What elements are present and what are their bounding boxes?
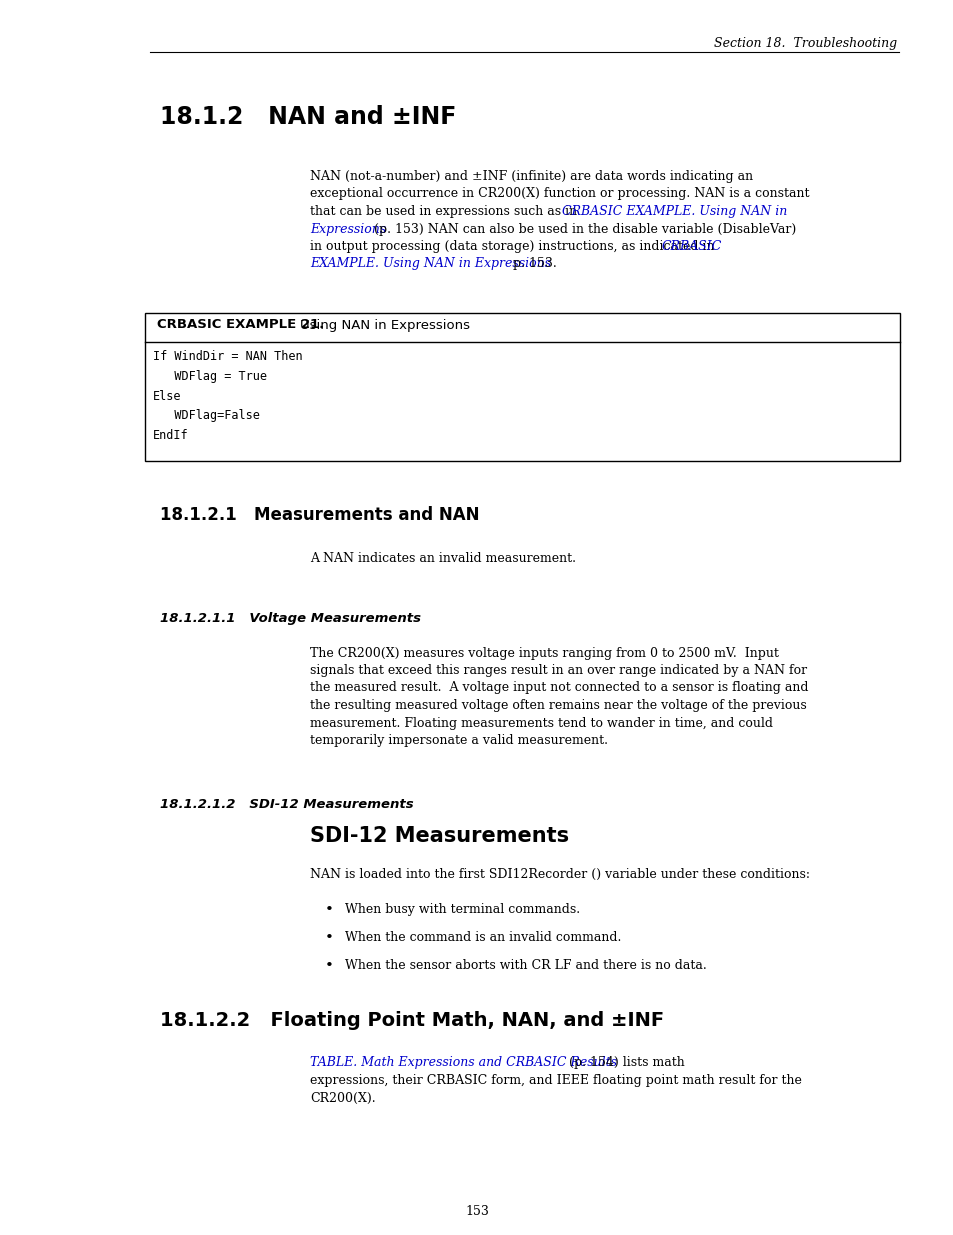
- Text: measurement. Floating measurements tend to wander in time, and could: measurement. Floating measurements tend …: [310, 716, 772, 730]
- Text: EXAMPLE. Using NAN in Expressions: EXAMPLE. Using NAN in Expressions: [310, 258, 551, 270]
- Text: the measured result.  A voltage input not connected to a sensor is floating and: the measured result. A voltage input not…: [310, 682, 807, 694]
- Text: Using NAN in Expressions: Using NAN in Expressions: [299, 319, 470, 331]
- Text: SDI-12 Measurements: SDI-12 Measurements: [310, 825, 569, 846]
- Text: signals that exceed this ranges result in an over range indicated by a NAN for: signals that exceed this ranges result i…: [310, 664, 806, 677]
- Text: CR200(X).: CR200(X).: [310, 1092, 375, 1104]
- Text: 18.1.2.2   Floating Point Math, NAN, and ±INF: 18.1.2.2 Floating Point Math, NAN, and ±…: [160, 1011, 663, 1030]
- Text: 153: 153: [464, 1205, 489, 1218]
- Text: CRBASIC EXAMPLE. Using NAN in: CRBASIC EXAMPLE. Using NAN in: [561, 205, 786, 219]
- Text: 18.1.2.1.2   SDI-12 Measurements: 18.1.2.1.2 SDI-12 Measurements: [160, 798, 414, 810]
- Text: •: •: [325, 931, 334, 945]
- Text: in output processing (data storage) instructions, as indicated in: in output processing (data storage) inst…: [310, 240, 718, 253]
- Text: temporarily impersonate a valid measurement.: temporarily impersonate a valid measurem…: [310, 734, 607, 747]
- Text: CRBASIC EXAMPLE 21.: CRBASIC EXAMPLE 21.: [157, 319, 324, 331]
- Text: (p. 154) lists math: (p. 154) lists math: [564, 1056, 684, 1070]
- Text: Section 18.  Troubleshooting: Section 18. Troubleshooting: [713, 37, 896, 49]
- Text: expressions, their CRBASIC form, and IEEE floating point math result for the: expressions, their CRBASIC form, and IEE…: [310, 1074, 801, 1087]
- Text: (p. 153) NAN can also be used in the disable variable (DisableVar): (p. 153) NAN can also be used in the dis…: [374, 222, 795, 236]
- Bar: [145, 312, 899, 461]
- Text: If WindDir = NAN Then: If WindDir = NAN Then: [152, 351, 302, 363]
- Text: 18.1.2.1   Measurements and NAN: 18.1.2.1 Measurements and NAN: [160, 505, 479, 524]
- Text: that can be used in expressions such as in: that can be used in expressions such as …: [310, 205, 580, 219]
- Text: When the sensor aborts with CR LF and there is no data.: When the sensor aborts with CR LF and th…: [345, 960, 706, 972]
- Text: When the command is an invalid command.: When the command is an invalid command.: [345, 931, 620, 944]
- Text: NAN is loaded into the first SDI12Recorder () variable under these conditions:: NAN is loaded into the first SDI12Record…: [310, 867, 809, 881]
- Text: Else: Else: [152, 389, 181, 403]
- Text: The CR200(X) measures voltage inputs ranging from 0 to 2500 mV.  Input: The CR200(X) measures voltage inputs ran…: [310, 646, 778, 659]
- Text: A NAN indicates an invalid measurement.: A NAN indicates an invalid measurement.: [310, 552, 576, 564]
- Text: exceptional occurrence in CR200(X) function or processing. NAN is a constant: exceptional occurrence in CR200(X) funct…: [310, 188, 809, 200]
- Text: 18.1.2   NAN and ±INF: 18.1.2 NAN and ±INF: [160, 105, 456, 128]
- Text: Expressions: Expressions: [310, 222, 386, 236]
- Text: When busy with terminal commands.: When busy with terminal commands.: [345, 903, 579, 915]
- Text: p. 153.: p. 153.: [509, 258, 557, 270]
- Text: 18.1.2.1.1   Voltage Measurements: 18.1.2.1.1 Voltage Measurements: [160, 611, 420, 625]
- Text: EndIf: EndIf: [152, 429, 189, 441]
- Text: CRBASIC: CRBASIC: [661, 240, 721, 253]
- Text: TABLE. Math Expressions and CRBASIC Results: TABLE. Math Expressions and CRBASIC Resu…: [310, 1056, 617, 1070]
- Text: WDFlag = True: WDFlag = True: [152, 370, 267, 383]
- Text: •: •: [325, 903, 334, 916]
- Text: •: •: [325, 960, 334, 973]
- Text: the resulting measured voltage often remains near the voltage of the previous: the resulting measured voltage often rem…: [310, 699, 806, 713]
- Text: WDFlag=False: WDFlag=False: [152, 409, 259, 422]
- Text: NAN (not-a-number) and ±INF (infinite) are data words indicating an: NAN (not-a-number) and ±INF (infinite) a…: [310, 170, 752, 183]
